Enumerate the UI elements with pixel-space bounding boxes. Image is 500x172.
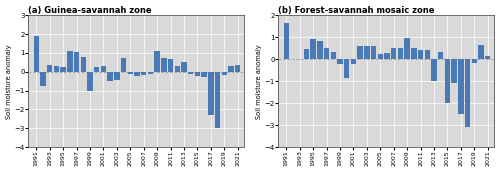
Bar: [444, 59, 450, 103]
Bar: [485, 56, 490, 59]
Bar: [182, 62, 186, 72]
Bar: [194, 72, 200, 76]
Bar: [364, 46, 370, 59]
Y-axis label: Soil moisture anomaly: Soil moisture anomaly: [6, 44, 12, 119]
Bar: [472, 59, 477, 63]
Bar: [324, 48, 329, 59]
Bar: [54, 66, 59, 72]
Bar: [202, 72, 207, 77]
Bar: [235, 65, 240, 72]
Bar: [215, 72, 220, 128]
Bar: [94, 67, 100, 72]
Bar: [128, 72, 133, 74]
Y-axis label: Soil moisture anomaly: Soil moisture anomaly: [256, 44, 262, 119]
Bar: [222, 72, 227, 75]
Bar: [161, 58, 166, 72]
Bar: [168, 59, 173, 72]
Bar: [174, 66, 180, 72]
Bar: [188, 72, 194, 74]
Bar: [404, 38, 410, 59]
Bar: [350, 59, 356, 64]
Bar: [418, 50, 424, 59]
Bar: [391, 48, 396, 59]
Bar: [47, 65, 52, 72]
Bar: [60, 67, 66, 72]
Bar: [284, 23, 289, 59]
Bar: [208, 72, 214, 115]
Bar: [432, 59, 436, 81]
Bar: [134, 72, 140, 76]
Bar: [148, 72, 153, 74]
Bar: [40, 72, 46, 86]
Bar: [108, 72, 113, 81]
Bar: [154, 51, 160, 72]
Bar: [411, 48, 416, 59]
Bar: [121, 58, 126, 72]
Bar: [67, 51, 72, 72]
Bar: [371, 46, 376, 59]
Bar: [34, 36, 39, 72]
Bar: [358, 46, 363, 59]
Bar: [424, 50, 430, 59]
Bar: [330, 52, 336, 59]
Bar: [452, 59, 457, 83]
Bar: [80, 57, 86, 72]
Bar: [310, 40, 316, 59]
Bar: [100, 66, 106, 72]
Bar: [228, 66, 234, 72]
Bar: [141, 72, 146, 75]
Bar: [398, 48, 403, 59]
Bar: [465, 59, 470, 127]
Bar: [384, 53, 390, 59]
Text: (b) Forest-savannah mosaic zone: (b) Forest-savannah mosaic zone: [278, 6, 434, 15]
Bar: [317, 41, 322, 59]
Bar: [304, 49, 309, 59]
Bar: [114, 72, 119, 80]
Bar: [378, 54, 383, 59]
Bar: [74, 52, 79, 72]
Bar: [438, 52, 444, 59]
Bar: [344, 59, 350, 78]
Bar: [88, 72, 92, 91]
Bar: [478, 45, 484, 59]
Bar: [338, 59, 342, 64]
Text: (a) Guinea-savannah zone: (a) Guinea-savannah zone: [28, 6, 152, 15]
Bar: [458, 59, 464, 114]
